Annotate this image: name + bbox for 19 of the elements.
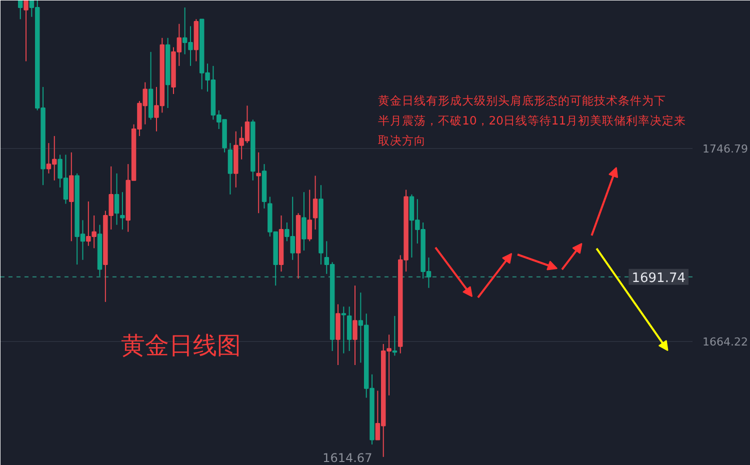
candlestick — [120, 192, 125, 230]
y-tick-label: 1746.79 — [702, 142, 748, 156]
candlestick — [341, 306, 346, 354]
candlestick — [228, 142, 233, 195]
candlestick — [24, 0, 28, 62]
annotation: 1614.67 — [322, 451, 372, 465]
candlestick — [352, 285, 358, 366]
candlestick — [302, 192, 306, 252]
candlestick — [307, 189, 312, 242]
candlestick — [312, 175, 318, 230]
y-tick-label: 1664.22 — [702, 336, 748, 349]
annotation: 黄金日线图 — [121, 332, 242, 360]
candlestick — [392, 315, 398, 356]
candlestick — [18, 0, 23, 20]
candlestick — [114, 172, 120, 226]
ref-line-label: 1691.74 — [632, 270, 686, 286]
annotation: 黄金日线有形成大级别头肩底形态的可能技术条件为下半月震荡，不破10，20日线等待11月初美联储利率决定来取决方向 — [378, 94, 686, 148]
candlestick — [346, 306, 352, 352]
candlestick — [256, 152, 261, 214]
